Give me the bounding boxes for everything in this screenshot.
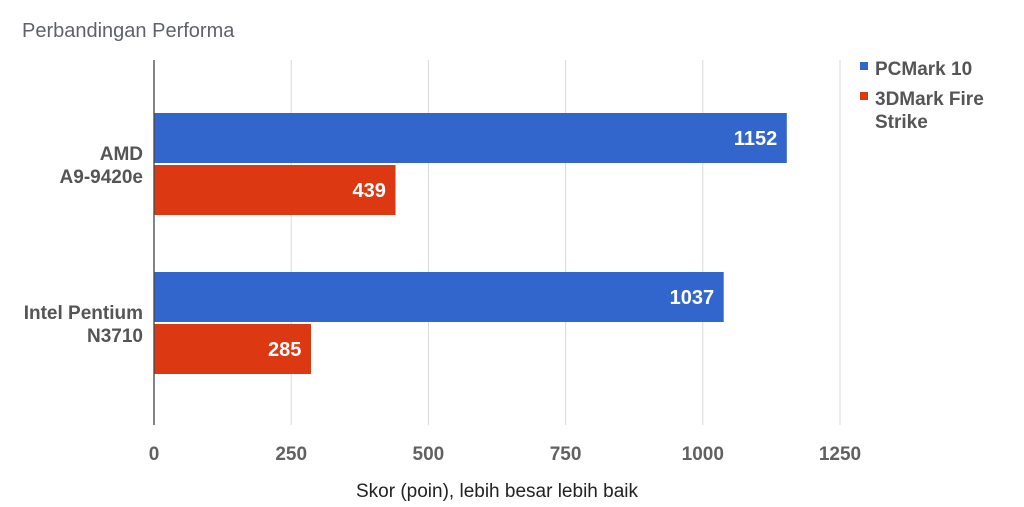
legend-swatch	[860, 92, 868, 100]
x-tick-label: 0	[149, 444, 160, 465]
bar	[154, 165, 396, 215]
bar-value-label: 1152	[734, 128, 777, 150]
legend-label: 3DMark Fire	[875, 89, 984, 110]
bar-value-label: 1037	[670, 287, 715, 309]
chart-title: Perbandingan Performa	[22, 20, 235, 42]
x-tick-label: 750	[550, 444, 582, 465]
legend-swatch	[860, 62, 868, 70]
x-tick-label: 1250	[819, 444, 861, 465]
category-label: N3710	[87, 326, 143, 347]
legend-label: Strike	[875, 112, 928, 133]
bar	[154, 324, 312, 374]
legend-label: PCMark 10	[875, 59, 972, 80]
bar-value-label: 439	[353, 180, 386, 202]
x-tick-label: 1000	[682, 444, 724, 465]
category-label: A9-9420e	[60, 167, 143, 188]
x-tick-labels: 0 250 500 750 1000 1250	[149, 444, 861, 465]
bar	[154, 272, 724, 322]
category-label: AMD	[100, 144, 143, 165]
x-tick-label: 500	[413, 444, 445, 465]
bars: 1152 439 1037 285	[154, 113, 787, 374]
category-label: Intel Pentium	[24, 303, 143, 324]
x-tick-label: 250	[275, 444, 307, 465]
bar-value-label: 285	[268, 339, 301, 361]
bar	[154, 113, 787, 163]
x-axis-label: Skor (poin), lebih besar lebih baik	[356, 481, 638, 502]
